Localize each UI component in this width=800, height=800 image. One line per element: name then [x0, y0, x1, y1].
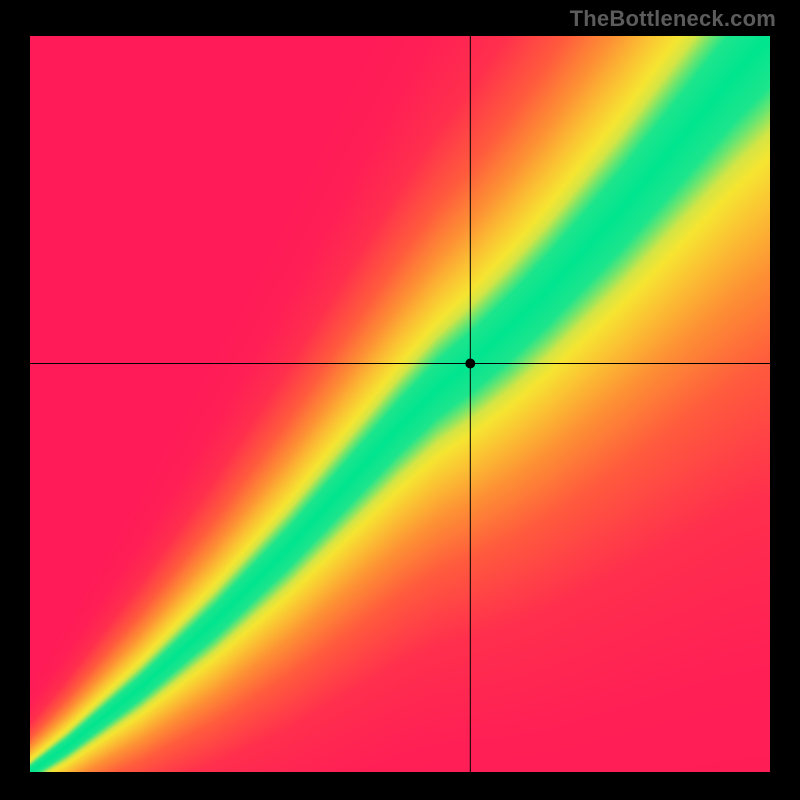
chart-wrapper: TheBottleneck.com [0, 0, 800, 800]
crosshair-overlay [30, 36, 770, 772]
attribution-label: TheBottleneck.com [570, 6, 776, 32]
crosshair-marker [465, 359, 475, 369]
